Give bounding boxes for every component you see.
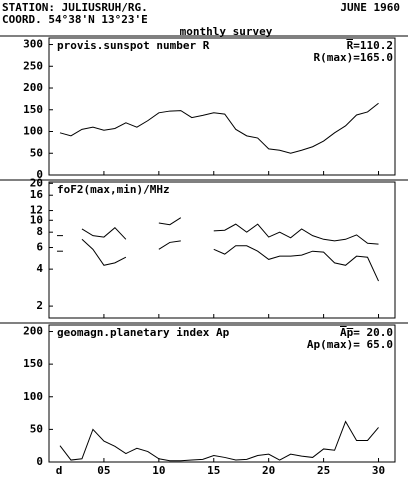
y-tick-label: 50 (30, 422, 43, 435)
y-tick-label: 150 (23, 103, 43, 116)
y-tick-label: 300 (23, 38, 43, 51)
y-tick-label: 6 (36, 241, 43, 254)
y-tick-label: 12 (30, 204, 43, 217)
annotation: R̅=110.2 (346, 39, 393, 52)
series-line (59, 102, 379, 154)
panel-frame (48, 324, 396, 463)
panel-frame (48, 181, 396, 319)
x-tick-label: 15 (207, 464, 220, 477)
y-tick-label: 0 (36, 168, 43, 181)
x-tick-label: 05 (97, 464, 110, 477)
station: STATION: JULIUSRUH/RG. (2, 1, 148, 14)
annotation: Ap(max)= 65.0 (307, 338, 393, 351)
y-tick-label: 0 (36, 455, 43, 468)
y-tick-label: 100 (23, 125, 43, 138)
panel-title: geomagn.planetary index Ap (57, 326, 230, 339)
y-tick-label: 200 (23, 81, 43, 94)
panel-frame (48, 37, 396, 176)
y-tick-label: 20 (30, 176, 43, 189)
panel-title: provis.sunspot number R (57, 39, 210, 52)
series-line (59, 420, 379, 462)
y-tick-label: 10 (30, 213, 43, 226)
annotation: A̅p̅= 20.0 (340, 326, 393, 339)
subtitle: monthly survey (180, 25, 273, 38)
y-tick-label: 16 (30, 188, 44, 201)
y-tick-label: 200 (23, 325, 43, 338)
x-tick-label: 30 (372, 464, 385, 477)
y-tick-label: 2 (36, 299, 43, 312)
x-tick-label: 10 (152, 464, 165, 477)
y-tick-label: 50 (30, 146, 43, 159)
panel-title: foF2(max,min)/MHz (57, 183, 170, 196)
x-axis-label: d (56, 464, 63, 477)
series-line (81, 238, 379, 282)
y-tick-label: 250 (23, 59, 43, 72)
date: JUNE 1960 (340, 1, 400, 14)
annotation: R(max)=165.0 (314, 51, 393, 64)
series-line (81, 217, 379, 245)
coord: COORD. 54°38'N 13°23'E (2, 13, 148, 26)
y-tick-label: 4 (36, 262, 43, 275)
y-tick-label: 150 (23, 357, 43, 370)
y-tick-label: 100 (23, 390, 43, 403)
x-tick-label: 20 (262, 464, 275, 477)
y-tick-label: 8 (36, 225, 43, 238)
x-tick-label: 25 (317, 464, 330, 477)
